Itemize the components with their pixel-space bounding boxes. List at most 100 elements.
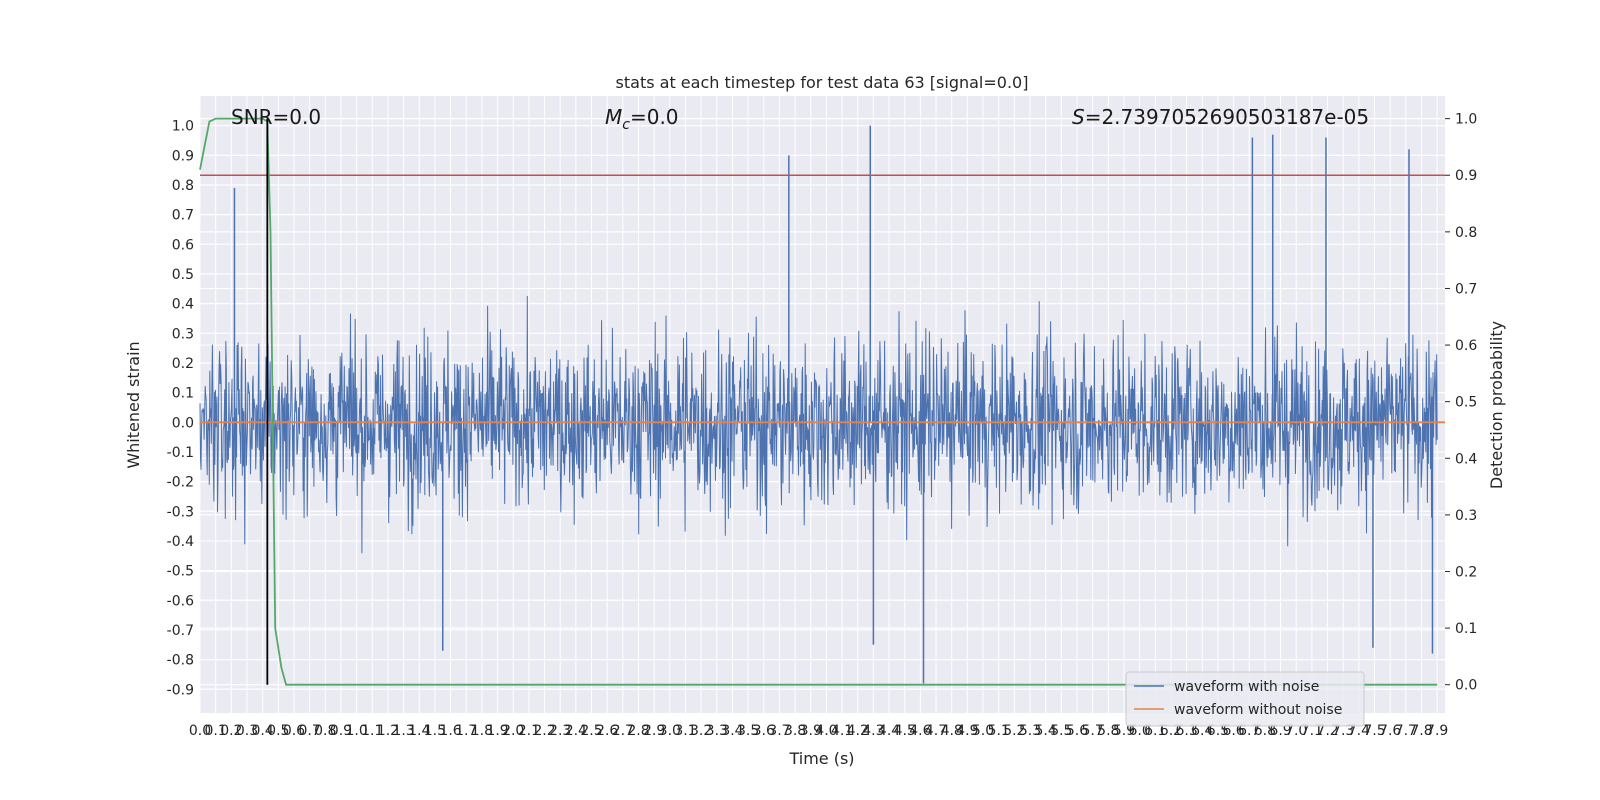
legend: waveform with noise waveform without noi… xyxy=(1125,671,1365,727)
x-tick-label: 6.4 xyxy=(1191,723,1213,739)
x-tick-label: 5.8 xyxy=(1097,723,1119,739)
x-tick-label: 2.8 xyxy=(627,723,649,739)
x-tick-label: 6.0 xyxy=(1128,723,1150,739)
x-tick-label: 0.5 xyxy=(267,723,289,739)
x-tick-label: 0.1 xyxy=(205,723,227,739)
x-tick-label: 1.4 xyxy=(408,723,430,739)
x-tick-label: 1.9 xyxy=(486,723,508,739)
y-tick-label: -0.3 xyxy=(167,504,194,520)
x-tick-label: 1.8 xyxy=(471,723,493,739)
y-axis-label: Whitened strain xyxy=(124,341,143,468)
x-tick-label: 2.1 xyxy=(518,723,540,739)
y2-tick-label: 1.0 xyxy=(1455,112,1477,128)
x-tick-label: 4.3 xyxy=(862,723,884,739)
y-tick-label: 0.7 xyxy=(172,208,194,224)
y-tick-label: 0.4 xyxy=(172,297,194,313)
x-tick-label: 4.9 xyxy=(956,723,978,739)
y-tick-label: -0.7 xyxy=(167,623,194,639)
x-tick-label: 4.8 xyxy=(941,723,963,739)
x-tick-label: 0.0 xyxy=(189,723,211,739)
x-tick-label: 3.1 xyxy=(674,723,696,739)
chart-title: stats at each timestep for test data 63 … xyxy=(616,73,1029,92)
y-tick-label: -0.4 xyxy=(167,534,194,550)
x-tick-label: 2.3 xyxy=(549,723,571,739)
x-tick-label: 5.2 xyxy=(1003,723,1025,739)
x-tick-label: 3.9 xyxy=(800,723,822,739)
y-axis-right: 1.0 0.9 0.8 0.7 0.6 0.5 0.4 0.3 0.2 0.1 0.0 xyxy=(1445,112,1477,694)
x-tick-label: 3.0 xyxy=(659,723,681,739)
y-tick-label: 0.1 xyxy=(172,386,194,402)
x-tick-label: 0.2 xyxy=(220,723,242,739)
y2-tick-label: 0.4 xyxy=(1455,451,1477,467)
x-tick-label: 3.4 xyxy=(721,723,743,739)
x-tick-label: 3.6 xyxy=(753,723,775,739)
x-tick-label: 2.2 xyxy=(533,723,555,739)
x-tick-label: 4.0 xyxy=(815,723,837,739)
x-tick-label: 2.4 xyxy=(565,723,587,739)
x-tick-label: 1.5 xyxy=(424,723,446,739)
x-tick-label: 4.5 xyxy=(894,723,916,739)
y-tick-label: -0.2 xyxy=(167,475,194,491)
series-lines xyxy=(199,117,1445,686)
y2-tick-label: 0.0 xyxy=(1455,678,1477,694)
x-tick-label: 1.7 xyxy=(455,723,477,739)
x-tick-label: 0.7 xyxy=(298,723,320,739)
legend-box xyxy=(1125,671,1365,727)
y-tick-label: 0.9 xyxy=(172,148,194,164)
y2-tick-label: 0.7 xyxy=(1455,281,1477,297)
s-annotation: S=2.7397052690503187e-05 xyxy=(1072,105,1369,129)
y-tick-label: -0.5 xyxy=(167,564,194,580)
x-tick-label: 2.7 xyxy=(612,723,634,739)
x-tick-label: 5.3 xyxy=(1019,723,1041,739)
x-tick-label: 4.4 xyxy=(878,723,900,739)
x-tick-label: 5.7 xyxy=(1082,723,1104,739)
y-tick-label: 1.0 xyxy=(172,119,194,135)
y2-tick-label: 0.1 xyxy=(1455,621,1477,637)
x-tick-label: 1.2 xyxy=(377,723,399,739)
x-tick-label: 7.4 xyxy=(1348,723,1370,739)
x-tick-label: 0.8 xyxy=(314,723,336,739)
x-tick-label: 6.1 xyxy=(1144,723,1166,739)
x-tick-label: 3.7 xyxy=(768,723,790,739)
x-tick-label: 4.7 xyxy=(925,723,947,739)
x-tick-label: 4.2 xyxy=(847,723,869,739)
x-tick-label: 1.6 xyxy=(439,723,461,739)
detection-probability-line xyxy=(199,117,1438,686)
x-tick-label: 7.1 xyxy=(1301,723,1323,739)
y-tick-label: 0.5 xyxy=(172,267,194,283)
x-tick-label: 2.5 xyxy=(580,723,602,739)
x-tick-label: 6.3 xyxy=(1175,723,1197,739)
x-tick-label: 7.7 xyxy=(1395,723,1417,739)
y2-axis-label: Detection probability xyxy=(1487,321,1506,489)
x-tick-label: 3.5 xyxy=(737,723,759,739)
x-tick-label: 0.3 xyxy=(236,723,258,739)
y2-tick-label: 0.8 xyxy=(1455,225,1477,241)
series-waveform-with-noise xyxy=(199,125,1438,684)
x-tick-label: 3.3 xyxy=(706,723,728,739)
x-tick-label: 2.0 xyxy=(502,723,524,739)
x-tick-label: 3.8 xyxy=(784,723,806,739)
legend-label-clean: waveform without noise xyxy=(1174,702,1342,718)
x-tick-label: 2.9 xyxy=(643,723,665,739)
x-tick-label: 0.4 xyxy=(252,723,274,739)
x-tick-label: 1.3 xyxy=(392,723,414,739)
y-tick-label: 0.0 xyxy=(172,415,194,431)
x-tick-label: 7.6 xyxy=(1379,723,1401,739)
y-axis-left: 1.0 0.9 0.8 0.7 0.6 0.5 0.4 0.3 0.2 0.1 0.0 -0.1 -0.… xyxy=(167,119,194,699)
x-tick-label: 4.6 xyxy=(909,723,931,739)
y-tick-label: -0.9 xyxy=(167,682,194,698)
y-tick-label: -0.6 xyxy=(167,593,194,609)
y-tick-label: 0.3 xyxy=(172,326,194,342)
x-tick-label: 6.2 xyxy=(1160,723,1182,739)
x-tick-label: 0.6 xyxy=(283,723,305,739)
x-tick-label: 6.9 xyxy=(1269,723,1291,739)
legend-label-noise: waveform with noise xyxy=(1174,679,1319,695)
x-tick-label: 5.0 xyxy=(972,723,994,739)
x-tick-label: 5.5 xyxy=(1050,723,1072,739)
snr-annotation: SNR=0.0 xyxy=(231,105,321,129)
x-tick-label: 6.7 xyxy=(1238,723,1260,739)
x-tick-label: 1.0 xyxy=(345,723,367,739)
x-tick-label: 0.9 xyxy=(330,723,352,739)
x-tick-label: 4.1 xyxy=(831,723,853,739)
